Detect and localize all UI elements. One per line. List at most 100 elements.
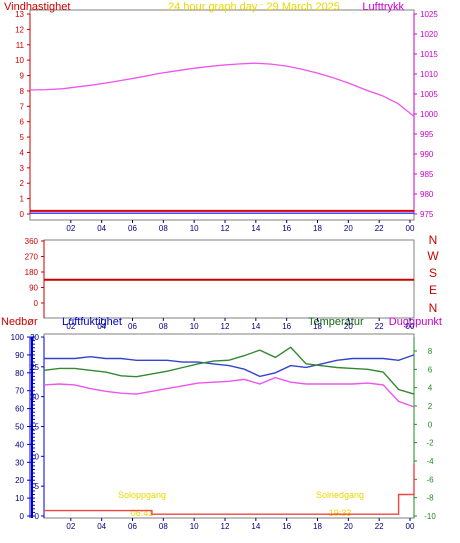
- rain-axis-title: Nedbør: [1, 316, 38, 328]
- temperature-axis-title: Temperatur: [308, 316, 364, 328]
- x-tick-label: 18: [313, 224, 322, 233]
- x-tick-label: 18: [313, 522, 322, 531]
- wind-speed-tick-label: 3: [20, 164, 25, 173]
- humidity-tick-label: 50: [15, 423, 24, 432]
- dewpoint-axis-title: Duggpunkt: [389, 316, 442, 328]
- pressure-tick-label: 1025: [420, 10, 438, 19]
- x-tick-label: 22: [375, 522, 384, 531]
- pressure-tick-label: 1020: [420, 30, 438, 39]
- humidity-tick-label: 30: [15, 458, 24, 467]
- pressure-tick-label: 980: [420, 190, 434, 199]
- wind-speed-tick-label: 4: [20, 148, 25, 157]
- x-tick-label: 06: [128, 224, 137, 233]
- x-tick-label: 16: [282, 522, 291, 531]
- temperature-tick-label: 8: [428, 347, 433, 356]
- x-tick-label: 04: [97, 522, 106, 531]
- wind-speed-tick-label: 6: [20, 118, 25, 127]
- x-tick-label: 10: [190, 322, 199, 331]
- x-tick-label: 20: [344, 522, 353, 531]
- x-tick-label: 18: [313, 322, 322, 331]
- x-tick-label: 10: [190, 522, 199, 531]
- wind-speed-tick-label: 7: [20, 102, 25, 111]
- humidity-tick-label: 100: [11, 333, 25, 342]
- wind-speed-tick-label: 1: [20, 195, 25, 204]
- panel-climate: [43, 333, 415, 519]
- x-tick-label: 12: [221, 522, 230, 531]
- x-tick-label: 06: [128, 322, 137, 331]
- x-tick-label: 04: [97, 224, 106, 233]
- wind-speed-tick-label: 0: [20, 210, 25, 219]
- pressure-tick-label: 995: [420, 130, 434, 139]
- humidity-tick-label: 0: [20, 512, 25, 521]
- temperature-tick-label: -6: [426, 475, 434, 484]
- wind-speed-tick-label: 2: [20, 179, 25, 188]
- x-tick-label: 12: [221, 322, 230, 331]
- temperature-tick-label: -4: [426, 457, 434, 466]
- x-tick-label: 12: [221, 224, 230, 233]
- pressure-line: [29, 62, 415, 117]
- pressure-tick-label: 975: [420, 210, 434, 219]
- wind-speed-tick-label: 12: [15, 25, 24, 34]
- pressure-axis-title: Lufttrykk: [362, 1, 404, 13]
- humidity-tick-label: 40: [15, 440, 24, 449]
- x-tick-label: 00: [406, 522, 415, 531]
- x-tick-label: 20: [344, 322, 353, 331]
- direction-tick-label: 90: [29, 284, 38, 293]
- x-tick-label: 00: [406, 322, 415, 331]
- x-tick-label: 08: [159, 322, 168, 331]
- dewpoint-line: [43, 376, 415, 408]
- temperature-tick-label: -8: [426, 494, 434, 503]
- pressure-tick-label: 1010: [420, 70, 438, 79]
- rain-tick-label: 20: [30, 393, 39, 402]
- x-tick-label: 00: [406, 224, 415, 233]
- temperature-tick-label: 2: [428, 402, 433, 411]
- x-tick-label: 02: [66, 224, 75, 233]
- sunset-time: 19:33: [329, 508, 352, 518]
- pressure-tick-label: 1000: [420, 110, 438, 119]
- humidity-line: [44, 354, 415, 378]
- x-tick-label: 14: [251, 322, 260, 331]
- x-tick-label: 04: [97, 322, 106, 331]
- wind-speed-tick-label: 13: [15, 10, 24, 19]
- x-tick-label: 08: [159, 522, 168, 531]
- x-tick-label: 22: [375, 322, 384, 331]
- pressure-tick-label: 985: [420, 170, 434, 179]
- humidity-tick-label: 70: [15, 387, 24, 396]
- humidity-tick-label: 80: [15, 369, 24, 378]
- humidity-tick-label: 20: [15, 476, 24, 485]
- wind-speed-tick-label: 9: [20, 72, 25, 81]
- x-tick-label: 22: [375, 224, 384, 233]
- rain-tick-label: 10: [30, 452, 39, 461]
- x-tick-label: 16: [282, 224, 291, 233]
- wind-pressure-plot: 0123456789101112139759809859909951000100…: [15, 10, 438, 233]
- rain-tick-label: 25: [30, 363, 39, 372]
- pressure-tick-label: 1015: [420, 50, 438, 59]
- x-tick-label: 10: [190, 224, 199, 233]
- x-tick-label: 06: [128, 522, 137, 531]
- temperature-line: [43, 346, 415, 395]
- chart-title: 24 hour graph day : 29 March 2025: [168, 1, 340, 13]
- humidity-tick-label: 10: [15, 494, 24, 503]
- x-tick-label: 20: [344, 224, 353, 233]
- wind-speed-tick-label: 10: [15, 56, 24, 65]
- humidity-axis-bar: [31, 337, 33, 518]
- compass-label: W: [427, 249, 439, 263]
- x-tick-label: 16: [282, 322, 291, 331]
- temperature-tick-label: 6: [428, 365, 433, 374]
- temperature-tick-label: -10: [424, 512, 436, 521]
- rain-line: [44, 464, 415, 515]
- compass-label: S: [429, 266, 437, 280]
- wind-speed-axis-title: Vindhastighet: [4, 1, 70, 13]
- wind-speed-tick-label: 8: [20, 87, 25, 96]
- x-tick-label: 02: [66, 322, 75, 331]
- wind-speed-tick-label: 5: [20, 133, 25, 142]
- pressure-tick-label: 990: [420, 150, 434, 159]
- humidity-tick-label: 90: [15, 351, 24, 360]
- sunset-label: Solnedgang: [316, 490, 364, 500]
- humidity-tick-label: 60: [15, 405, 24, 414]
- temperature-tick-label: 4: [428, 384, 433, 393]
- rain-tick-label: 0: [35, 512, 40, 521]
